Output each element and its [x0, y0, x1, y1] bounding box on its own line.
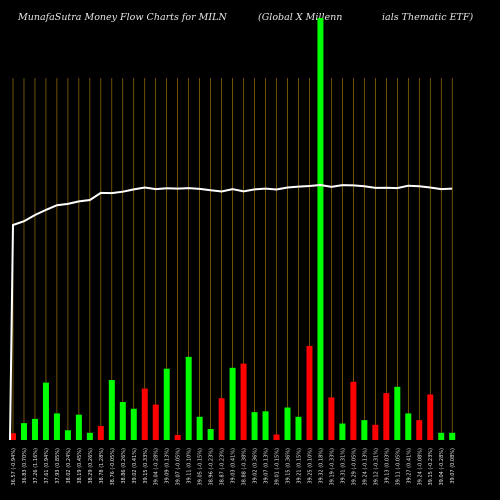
x-tick-label: 38.87 (-0.23%) — [220, 448, 226, 486]
money-flow-bar — [20, 423, 27, 440]
money-flow-bar — [97, 426, 104, 440]
money-flow-bar — [383, 393, 390, 440]
money-flow-bar — [262, 411, 269, 440]
chart-subtitle-part1: (Global X Millenn — [258, 12, 343, 23]
x-tick-label: 38.29 (0.26%) — [88, 448, 94, 484]
x-tick-label: 39.24 (-0.08%) — [417, 448, 423, 486]
x-tick-label: 39.07 (0.13%) — [264, 448, 270, 484]
x-tick-label: 38.19 (0.45%) — [77, 448, 83, 484]
money-flow-bar — [152, 404, 159, 440]
x-tick-label: 39.19 (-0.33%) — [329, 448, 335, 486]
x-tick-label: 39.29 (-0.05%) — [351, 448, 357, 486]
x-tick-label: 39.02 (0.36%) — [253, 448, 259, 484]
money-flow-bar — [372, 424, 379, 440]
x-tick-label: 39.21 (0.15%) — [296, 448, 302, 484]
x-tick-label: 38.02 (0.24%) — [66, 448, 72, 484]
x-tick-label: 39.01 (-0.15%) — [275, 448, 281, 486]
chart-subtitle-part2: ials Thematic ETF) — [382, 12, 474, 23]
money-flow-bar — [218, 398, 225, 440]
x-tick-label: 37.93 (0.85%) — [55, 448, 61, 484]
x-tick-label: 38.78 (1.28%) — [99, 448, 105, 484]
money-flow-bar — [361, 420, 368, 440]
x-tick-label: 39.24 (-0.13%) — [362, 448, 368, 486]
x-tick-label: 39.15 (0.36%) — [286, 448, 292, 484]
money-flow-bar — [185, 356, 192, 440]
money-flow-bar — [427, 394, 434, 440]
x-tick-label: 39.04 (-0.28%) — [439, 448, 445, 486]
money-flow-bar — [306, 345, 313, 440]
money-flow-bar — [86, 432, 93, 440]
chart-title: MunafaSutra Money Flow Charts for MILN — [18, 12, 227, 23]
money-flow-bar — [10, 433, 16, 440]
money-flow-bar — [108, 380, 115, 440]
x-tick-label: 36.57 (-0.94%) — [11, 448, 17, 486]
x-tick-label: 39.11 (0.10%) — [187, 448, 193, 484]
x-tick-label: 39.12 (-0.31%) — [373, 448, 379, 486]
money-flow-bar — [42, 382, 49, 440]
money-flow-bar — [163, 368, 170, 440]
x-tick-label: 39.07 (0.08%) — [450, 448, 456, 484]
money-flow-bar — [141, 388, 148, 440]
money-flow-bar — [405, 413, 412, 440]
money-flow-bar — [64, 430, 71, 440]
x-tick-label: 39.27 (0.41%) — [406, 448, 412, 484]
money-flow-bar — [174, 434, 181, 440]
x-tick-label: 37.26 (1.16%) — [33, 448, 39, 484]
money-flow-bar — [273, 434, 280, 440]
money-flow-bar — [130, 408, 137, 440]
price-line — [9, 183, 453, 441]
x-tick-label: 39.13 (0.03%) — [384, 448, 390, 484]
money-flow-bar — [438, 432, 445, 440]
money-flow-bar — [240, 363, 247, 440]
x-tick-label: 38.96 (-0.23%) — [209, 448, 215, 486]
money-flow-bar — [339, 423, 346, 440]
x-tick-label: 38.76 (-0.05%) — [110, 448, 116, 486]
money-flow-bar — [31, 418, 38, 440]
money-flow-bar — [295, 416, 302, 440]
x-tick-label: 38.88 (-0.38%) — [242, 448, 248, 486]
money-flow-bar — [251, 412, 258, 440]
x-tick-label: 36.83 (0.70%) — [22, 448, 28, 484]
x-tick-label: 39.32 (0.18%) — [318, 448, 324, 484]
money-flow-bar — [350, 381, 357, 440]
money-flow-bar — [449, 432, 456, 440]
money-flow-bar — [284, 407, 291, 440]
money-flow-bar — [229, 367, 236, 440]
x-tick-label: 37.61 (0.94%) — [44, 448, 50, 484]
money-flow-bar — [394, 386, 401, 440]
x-tick-label: 39.15 (-0.23%) — [428, 448, 434, 486]
money-flow-bar — [416, 420, 423, 440]
money-flow-bars — [10, 18, 456, 440]
money-flow-bar — [328, 397, 335, 440]
money-flow-bar — [119, 402, 126, 440]
x-tick-label: 39.11 (-0.05%) — [395, 448, 401, 486]
money-flow-bar — [53, 413, 60, 440]
x-tick-label: 39.04 (-0.28%) — [154, 448, 160, 486]
x-tick-label: 38.86 (0.26%) — [121, 448, 127, 484]
x-tick-label: 39.15 (0.33%) — [143, 448, 149, 484]
x-tick-label: 39.02 (0.41%) — [132, 448, 138, 484]
money-flow-bar — [207, 429, 214, 440]
x-tick-label: 39.05 (-0.15%) — [198, 448, 204, 486]
x-tick-label: 39.25 (0.10%) — [307, 448, 313, 484]
x-tick-label: 39.07 (-0.05%) — [176, 448, 182, 486]
x-tick-labels: 36.57 (-0.94%) 36.83 (0.70%) 37.26 (1.16%)… — [11, 448, 456, 486]
money-flow-bar — [196, 416, 203, 440]
money-flow-bar — [75, 414, 82, 440]
x-tick-label: 39.03 (0.41%) — [231, 448, 237, 484]
money-flow-bar — [317, 18, 324, 440]
x-tick-label: 39.31 (0.31%) — [340, 448, 346, 484]
x-tick-label: 39.09 (0.13%) — [165, 448, 171, 484]
